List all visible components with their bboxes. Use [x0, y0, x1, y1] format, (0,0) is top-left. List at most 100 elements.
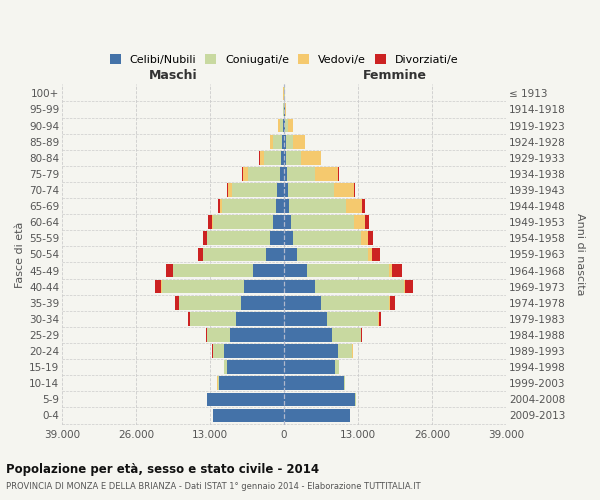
Bar [248, 167, 280, 181]
Bar [273, 135, 282, 148]
Bar [284, 167, 287, 181]
Bar [273, 216, 284, 229]
Bar [224, 344, 284, 358]
Bar [284, 151, 286, 164]
Bar [293, 232, 361, 245]
Bar [162, 280, 244, 293]
Bar [284, 183, 288, 197]
Bar [282, 135, 284, 148]
Bar [392, 264, 403, 278]
Bar [212, 216, 213, 229]
Text: PROVINCIA DI MONZA E DELLA BRIANZA - Dati ISTAT 1° gennaio 2014 - Elaborazione T: PROVINCIA DI MONZA E DELLA BRIANZA - Dat… [6, 482, 421, 491]
Bar [224, 360, 227, 374]
Bar [307, 264, 389, 278]
Y-axis label: Fasce di età: Fasce di età [15, 221, 25, 288]
Bar [242, 167, 248, 181]
Bar [285, 102, 286, 117]
Bar [365, 216, 369, 229]
Bar [284, 232, 293, 245]
Bar [332, 328, 361, 342]
Bar [291, 216, 353, 229]
Bar [188, 312, 190, 326]
Bar [244, 280, 284, 293]
Bar [353, 183, 355, 197]
Bar [389, 296, 390, 310]
Bar [284, 118, 285, 132]
Bar [346, 200, 362, 213]
Bar [338, 167, 339, 181]
Bar [284, 200, 289, 213]
Bar [404, 280, 406, 293]
Bar [284, 408, 350, 422]
Bar [288, 183, 334, 197]
Bar [316, 167, 338, 181]
Bar [289, 200, 346, 213]
Bar [286, 151, 301, 164]
Bar [353, 216, 365, 229]
Bar [213, 344, 224, 358]
Text: Femmine: Femmine [363, 69, 427, 82]
Bar [327, 312, 378, 326]
Bar [220, 200, 221, 213]
Bar [266, 248, 284, 262]
Bar [221, 200, 275, 213]
Text: Popolazione per età, sesso e stato civile - 2014: Popolazione per età, sesso e stato civil… [6, 462, 319, 475]
Bar [287, 167, 316, 181]
Bar [285, 118, 287, 132]
Bar [284, 135, 286, 148]
Bar [389, 264, 392, 278]
Bar [362, 200, 365, 213]
Bar [203, 248, 266, 262]
Bar [368, 232, 373, 245]
Bar [281, 151, 284, 164]
Bar [207, 232, 270, 245]
Bar [379, 312, 382, 326]
Bar [203, 232, 207, 245]
Bar [344, 376, 345, 390]
Bar [218, 376, 284, 390]
Bar [213, 216, 273, 229]
Bar [280, 118, 283, 132]
Bar [236, 312, 284, 326]
Bar [321, 296, 389, 310]
Bar [334, 183, 353, 197]
Bar [227, 183, 229, 197]
Bar [175, 296, 179, 310]
Bar [293, 135, 305, 148]
Bar [208, 216, 212, 229]
Bar [155, 280, 161, 293]
Bar [241, 296, 284, 310]
Bar [207, 328, 230, 342]
Bar [406, 280, 413, 293]
Bar [213, 408, 284, 422]
Bar [296, 248, 368, 262]
Bar [275, 200, 284, 213]
Bar [190, 312, 236, 326]
Bar [207, 392, 284, 406]
Bar [283, 118, 284, 132]
Bar [316, 280, 404, 293]
Bar [368, 248, 373, 262]
Bar [280, 167, 284, 181]
Bar [270, 135, 273, 148]
Bar [301, 151, 320, 164]
Bar [278, 118, 280, 132]
Bar [390, 296, 395, 310]
Bar [166, 264, 173, 278]
Bar [260, 151, 264, 164]
Bar [277, 183, 284, 197]
Bar [206, 328, 207, 342]
Bar [284, 344, 338, 358]
Bar [179, 296, 241, 310]
Bar [361, 232, 368, 245]
Bar [284, 376, 344, 390]
Bar [270, 232, 284, 245]
Bar [287, 118, 293, 132]
Y-axis label: Anni di nascita: Anni di nascita [575, 213, 585, 296]
Bar [230, 328, 284, 342]
Bar [284, 248, 296, 262]
Bar [284, 280, 316, 293]
Bar [232, 183, 277, 197]
Bar [338, 344, 352, 358]
Text: Maschi: Maschi [149, 69, 197, 82]
